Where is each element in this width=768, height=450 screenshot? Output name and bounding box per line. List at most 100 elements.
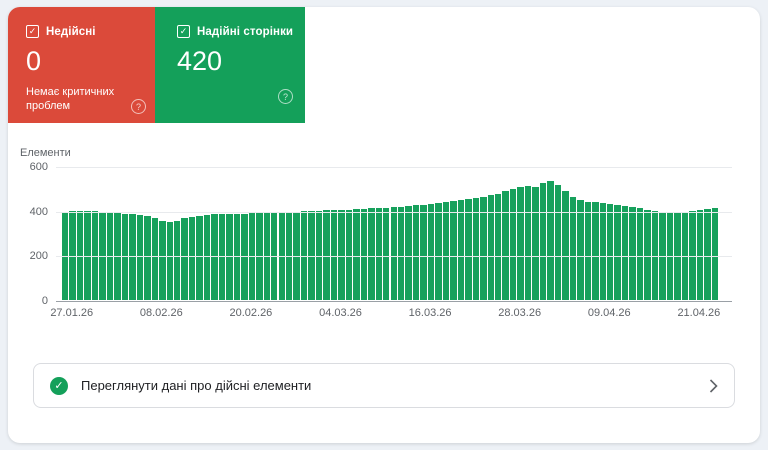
chart-bar bbox=[651, 210, 659, 300]
chart-bar bbox=[465, 199, 472, 300]
chart-bar bbox=[300, 211, 308, 300]
items-bar-chart[interactable]: 600 400 200 0 bbox=[30, 161, 732, 307]
chart-bar bbox=[502, 191, 509, 300]
chart-bar bbox=[188, 216, 196, 300]
chart-bar bbox=[592, 202, 599, 300]
chart-bar bbox=[181, 218, 188, 300]
chart-bar bbox=[524, 185, 532, 300]
valid-check-icon: ✓ bbox=[50, 376, 68, 395]
chart-bar bbox=[375, 208, 383, 300]
chart-bar bbox=[681, 212, 689, 300]
invalid-card-label: Недійсні bbox=[46, 25, 96, 38]
chart-bar bbox=[173, 220, 181, 300]
chart-bar bbox=[554, 184, 562, 300]
chart-bar bbox=[704, 209, 711, 300]
chart-bar bbox=[517, 187, 524, 300]
chart-bar bbox=[629, 206, 636, 300]
help-icon[interactable]: ? bbox=[278, 89, 293, 104]
checkbox-checked-icon[interactable]: ✓ bbox=[177, 25, 190, 38]
x-tick-label: 04.03.26 bbox=[319, 307, 362, 319]
chart-bar bbox=[480, 196, 487, 300]
chart-bar bbox=[472, 198, 480, 300]
chart-bar bbox=[196, 215, 203, 300]
chart-bar bbox=[435, 203, 442, 300]
x-tick-label: 08.02.26 bbox=[139, 307, 183, 319]
chart-bar bbox=[330, 210, 338, 300]
x-tick-label: 28.03.26 bbox=[498, 307, 542, 319]
chart-bar bbox=[76, 211, 84, 300]
chart-bar bbox=[159, 221, 166, 300]
chart-bar bbox=[584, 201, 592, 300]
chart-bar bbox=[569, 196, 577, 300]
chart-bar bbox=[607, 203, 614, 300]
chart-bar bbox=[166, 222, 173, 300]
chart-bar bbox=[383, 207, 390, 300]
chart-bar bbox=[106, 212, 114, 300]
gridline bbox=[56, 167, 732, 168]
x-axis-baseline bbox=[56, 301, 732, 302]
chart-bar bbox=[457, 200, 465, 300]
chart-y-axis-title: Елементи bbox=[20, 147, 71, 159]
valid-card-header: ✓ Надійні сторінки bbox=[177, 25, 305, 38]
help-icon[interactable]: ? bbox=[131, 99, 146, 114]
y-tick-label: 200 bbox=[29, 250, 48, 263]
chart-bars[interactable] bbox=[62, 167, 719, 300]
valid-card-label: Надійні сторінки bbox=[197, 25, 294, 38]
chart-bar bbox=[91, 211, 99, 300]
chart-x-axis: 27.01.26 08.02.26 20.02.26 04.03.26 16.03.26… bbox=[50, 307, 738, 321]
chart-bar bbox=[353, 209, 360, 300]
chart-bar bbox=[562, 191, 569, 300]
chart-bar bbox=[614, 204, 621, 300]
chart-bar bbox=[69, 210, 76, 300]
chart-bar bbox=[397, 206, 405, 300]
chart-bar bbox=[151, 218, 159, 300]
checkbox-checked-icon[interactable]: ✓ bbox=[26, 25, 39, 38]
gridline bbox=[56, 211, 732, 213]
chart-bar bbox=[136, 215, 144, 300]
chart-bar bbox=[99, 211, 106, 300]
chart-bar bbox=[412, 205, 420, 300]
chart-bar bbox=[711, 207, 718, 300]
chevron-right-icon[interactable] bbox=[709, 378, 718, 393]
gridline bbox=[56, 256, 732, 258]
x-tick-label: 09.04.26 bbox=[587, 307, 631, 319]
view-valid-items-label: Переглянути дані про дійсні елементи bbox=[81, 378, 312, 393]
chart-bar bbox=[689, 211, 696, 300]
chart-bar bbox=[203, 215, 211, 300]
chart-bar bbox=[659, 211, 666, 300]
chart-bar bbox=[599, 203, 606, 300]
y-tick-label: 400 bbox=[29, 205, 48, 218]
valid-card[interactable]: ✓ Надійні сторінки 420 ? bbox=[155, 7, 305, 123]
chart-bar bbox=[532, 186, 539, 300]
chart-bar bbox=[666, 212, 674, 300]
chart-bar bbox=[487, 195, 494, 300]
chart-bar bbox=[539, 182, 547, 300]
chart-bar bbox=[427, 204, 435, 300]
chart-bar bbox=[390, 207, 397, 300]
chart-bar bbox=[345, 209, 353, 300]
chart-bar bbox=[360, 208, 368, 300]
chart-bar bbox=[621, 205, 629, 300]
chart-bar bbox=[636, 208, 644, 300]
view-valid-items-row[interactable]: ✓ Переглянути дані про дійсні елементи bbox=[33, 363, 735, 408]
chart-bar bbox=[696, 210, 704, 300]
chart-bar bbox=[144, 216, 151, 300]
chart-bar bbox=[285, 212, 293, 300]
valid-card-value: 420 bbox=[177, 46, 223, 76]
chart-bar bbox=[323, 210, 330, 300]
x-tick-label: 27.01.26 bbox=[50, 307, 94, 319]
chart-bar bbox=[62, 211, 69, 300]
y-tick-label: 0 bbox=[41, 295, 48, 307]
chart-bar bbox=[420, 204, 427, 300]
x-tick-label: 16.03.26 bbox=[408, 307, 452, 319]
invalid-card-header: ✓ Недійсні bbox=[26, 25, 155, 38]
report-panel: ✓ Недійсні 0 Немає критичних проблем ? ✓… bbox=[8, 7, 760, 443]
chart-bar bbox=[368, 208, 375, 300]
invalid-card[interactable]: ✓ Недійсні 0 Немає критичних проблем ? bbox=[8, 7, 155, 123]
x-tick-label: 20.02.26 bbox=[229, 307, 273, 319]
chart-bar bbox=[308, 211, 315, 300]
chart-bar bbox=[644, 209, 651, 300]
chart-bar bbox=[405, 206, 412, 300]
chart-bar bbox=[577, 199, 584, 300]
